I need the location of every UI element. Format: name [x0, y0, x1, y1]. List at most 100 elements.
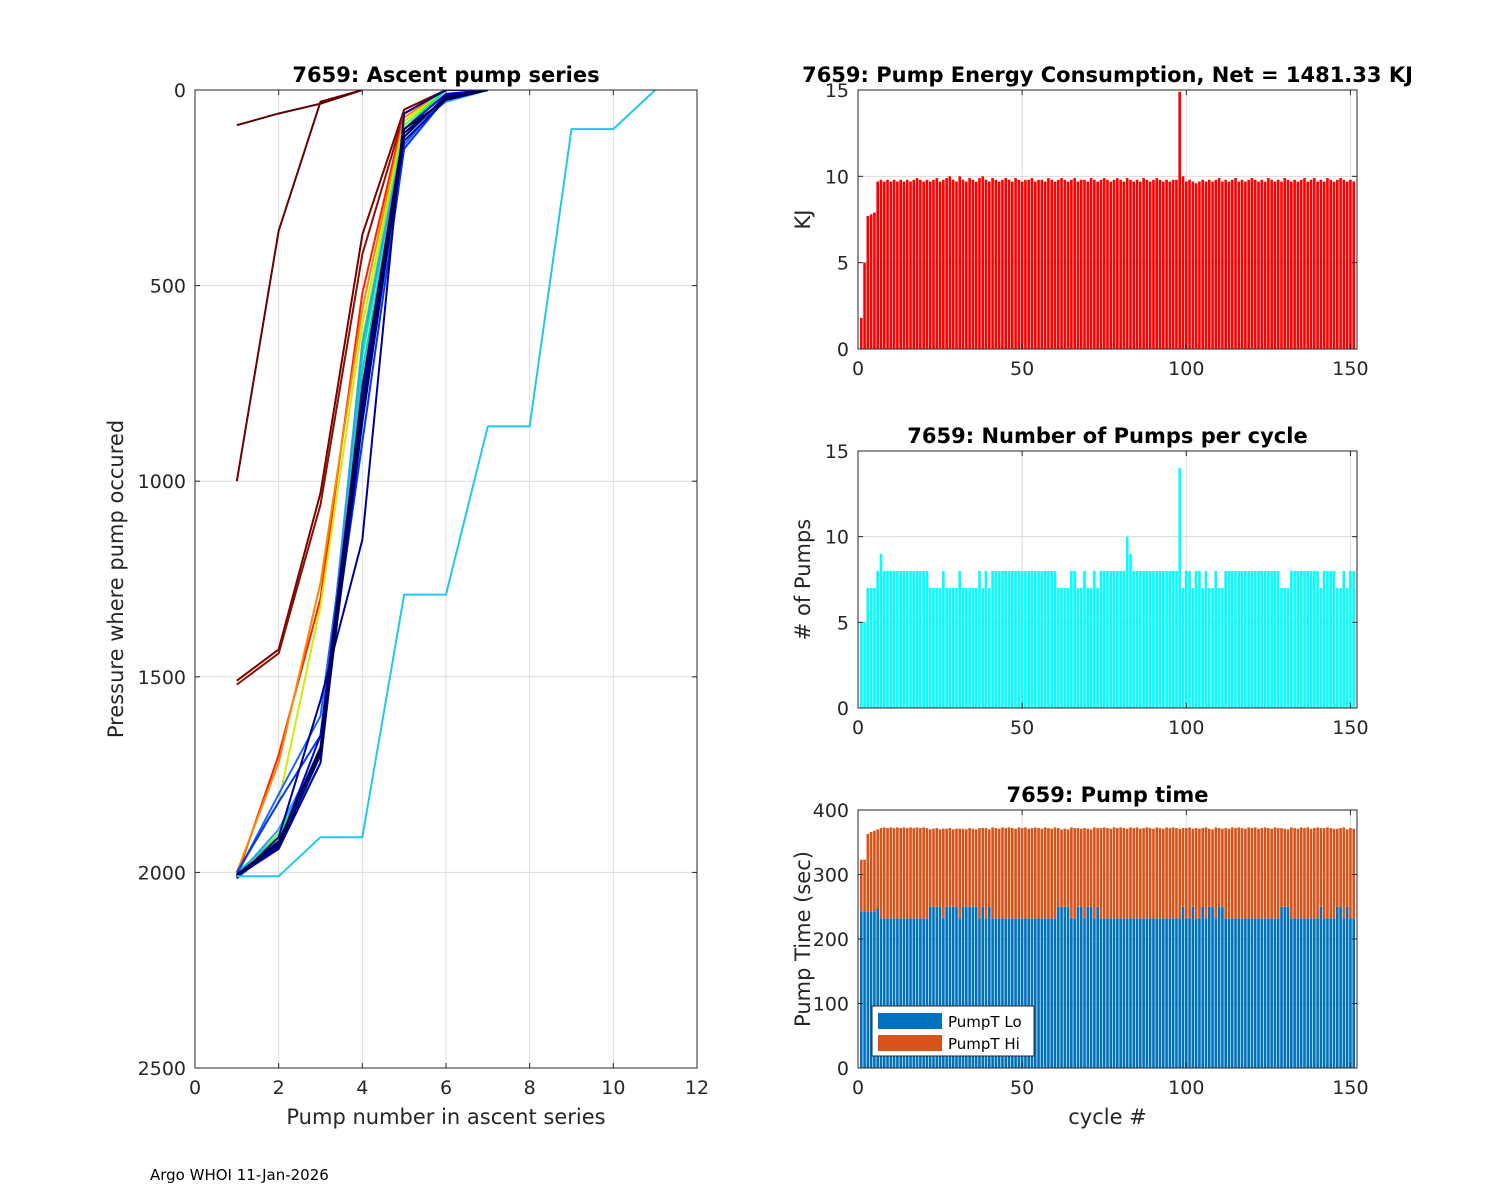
bar-segment	[951, 829, 955, 907]
bar-segment	[1056, 906, 1060, 1068]
bar	[1112, 179, 1116, 349]
bar	[915, 178, 919, 349]
bar-segment	[997, 828, 1001, 919]
bar-segment	[1194, 828, 1198, 919]
bar	[1073, 570, 1076, 708]
bar	[1168, 570, 1172, 708]
bar	[928, 181, 932, 349]
bar-segment	[1214, 918, 1218, 1068]
bar	[1263, 181, 1267, 349]
bar-segment	[1306, 827, 1310, 919]
bar	[1211, 181, 1214, 349]
bar	[1014, 570, 1017, 708]
bar-segment	[1017, 918, 1021, 1068]
bar	[1037, 179, 1040, 349]
bar	[945, 588, 948, 708]
bar-segment	[1313, 828, 1316, 919]
bar-segment	[1217, 906, 1221, 1068]
x-tick-label: 150	[1332, 358, 1368, 380]
x-tick-label: 100	[1168, 358, 1204, 380]
bar-segment	[912, 918, 916, 1068]
bar	[1342, 570, 1346, 708]
bar	[938, 588, 942, 708]
bar	[1152, 179, 1155, 349]
bar	[958, 176, 962, 349]
bar	[978, 178, 981, 349]
bar	[1007, 570, 1011, 708]
bar-segment	[1175, 828, 1178, 919]
bar-segment	[1319, 828, 1323, 907]
bar-segment	[1240, 828, 1244, 919]
bar	[1070, 179, 1073, 349]
bar	[994, 570, 998, 708]
bar-segment	[1237, 918, 1241, 1068]
bar	[1037, 570, 1040, 708]
series-line	[236, 90, 656, 878]
bar	[1066, 588, 1070, 708]
bar-segment	[1165, 827, 1168, 919]
bar	[1263, 570, 1267, 708]
bar-segment	[1083, 828, 1086, 919]
bar-segment	[997, 918, 1001, 1068]
y-tick-label: 500	[150, 276, 186, 298]
bar	[1093, 570, 1096, 708]
bar-segment	[948, 906, 952, 1068]
bar	[1122, 570, 1126, 708]
bar-segment	[1207, 906, 1211, 1068]
bar-segment	[1342, 918, 1346, 1068]
bar-segment	[1060, 906, 1063, 1068]
bar	[994, 179, 998, 349]
bar-segment	[1132, 828, 1136, 919]
bar-segment	[984, 828, 988, 919]
bar	[1240, 179, 1244, 349]
bar	[1132, 181, 1136, 349]
bar-segment	[1043, 918, 1047, 1068]
bar-segment	[1276, 828, 1280, 919]
bar	[1119, 179, 1122, 349]
bar	[1102, 570, 1106, 708]
bar-segment	[1014, 918, 1017, 1068]
bar-segment	[1286, 906, 1290, 1068]
y-tick-label: 0	[837, 339, 849, 361]
bar-segment	[1339, 828, 1342, 907]
series-group	[859, 827, 1356, 1068]
bar-segment	[935, 906, 939, 1068]
bar-segment	[869, 911, 873, 1068]
bar	[1079, 179, 1083, 349]
bar	[1260, 570, 1264, 708]
bar-segment	[1129, 918, 1132, 1068]
bar	[1296, 181, 1300, 349]
bar-segment	[1050, 828, 1054, 919]
bar	[1165, 179, 1168, 349]
bar	[1270, 570, 1273, 708]
bar-segment	[1184, 828, 1188, 919]
x-tick-label: 6	[440, 1077, 452, 1099]
bar-segment	[859, 911, 863, 1068]
bar	[1184, 181, 1188, 349]
bar	[1158, 179, 1162, 349]
bar	[1345, 588, 1349, 708]
bar-segment	[1096, 906, 1099, 1068]
bar-segment	[1257, 828, 1260, 919]
bar	[1056, 179, 1060, 349]
bar	[1106, 570, 1109, 708]
bar-segment	[1316, 918, 1319, 1068]
bar-segment	[1204, 827, 1208, 919]
bar	[1116, 570, 1119, 708]
series-line	[235, 90, 447, 873]
bar	[889, 181, 893, 349]
bar	[1214, 179, 1218, 349]
bar	[869, 588, 873, 708]
bar-segment	[1007, 918, 1011, 1068]
axes-frame	[857, 450, 1358, 709]
bar	[981, 176, 985, 349]
y-tick-label: 0	[174, 80, 186, 102]
bar	[1322, 181, 1326, 349]
bar	[1273, 570, 1277, 708]
bar-segment	[1083, 918, 1086, 1068]
bar-segment	[1116, 918, 1119, 1068]
bar	[1047, 178, 1050, 349]
bar	[932, 588, 935, 708]
bar-segment	[1270, 828, 1273, 919]
